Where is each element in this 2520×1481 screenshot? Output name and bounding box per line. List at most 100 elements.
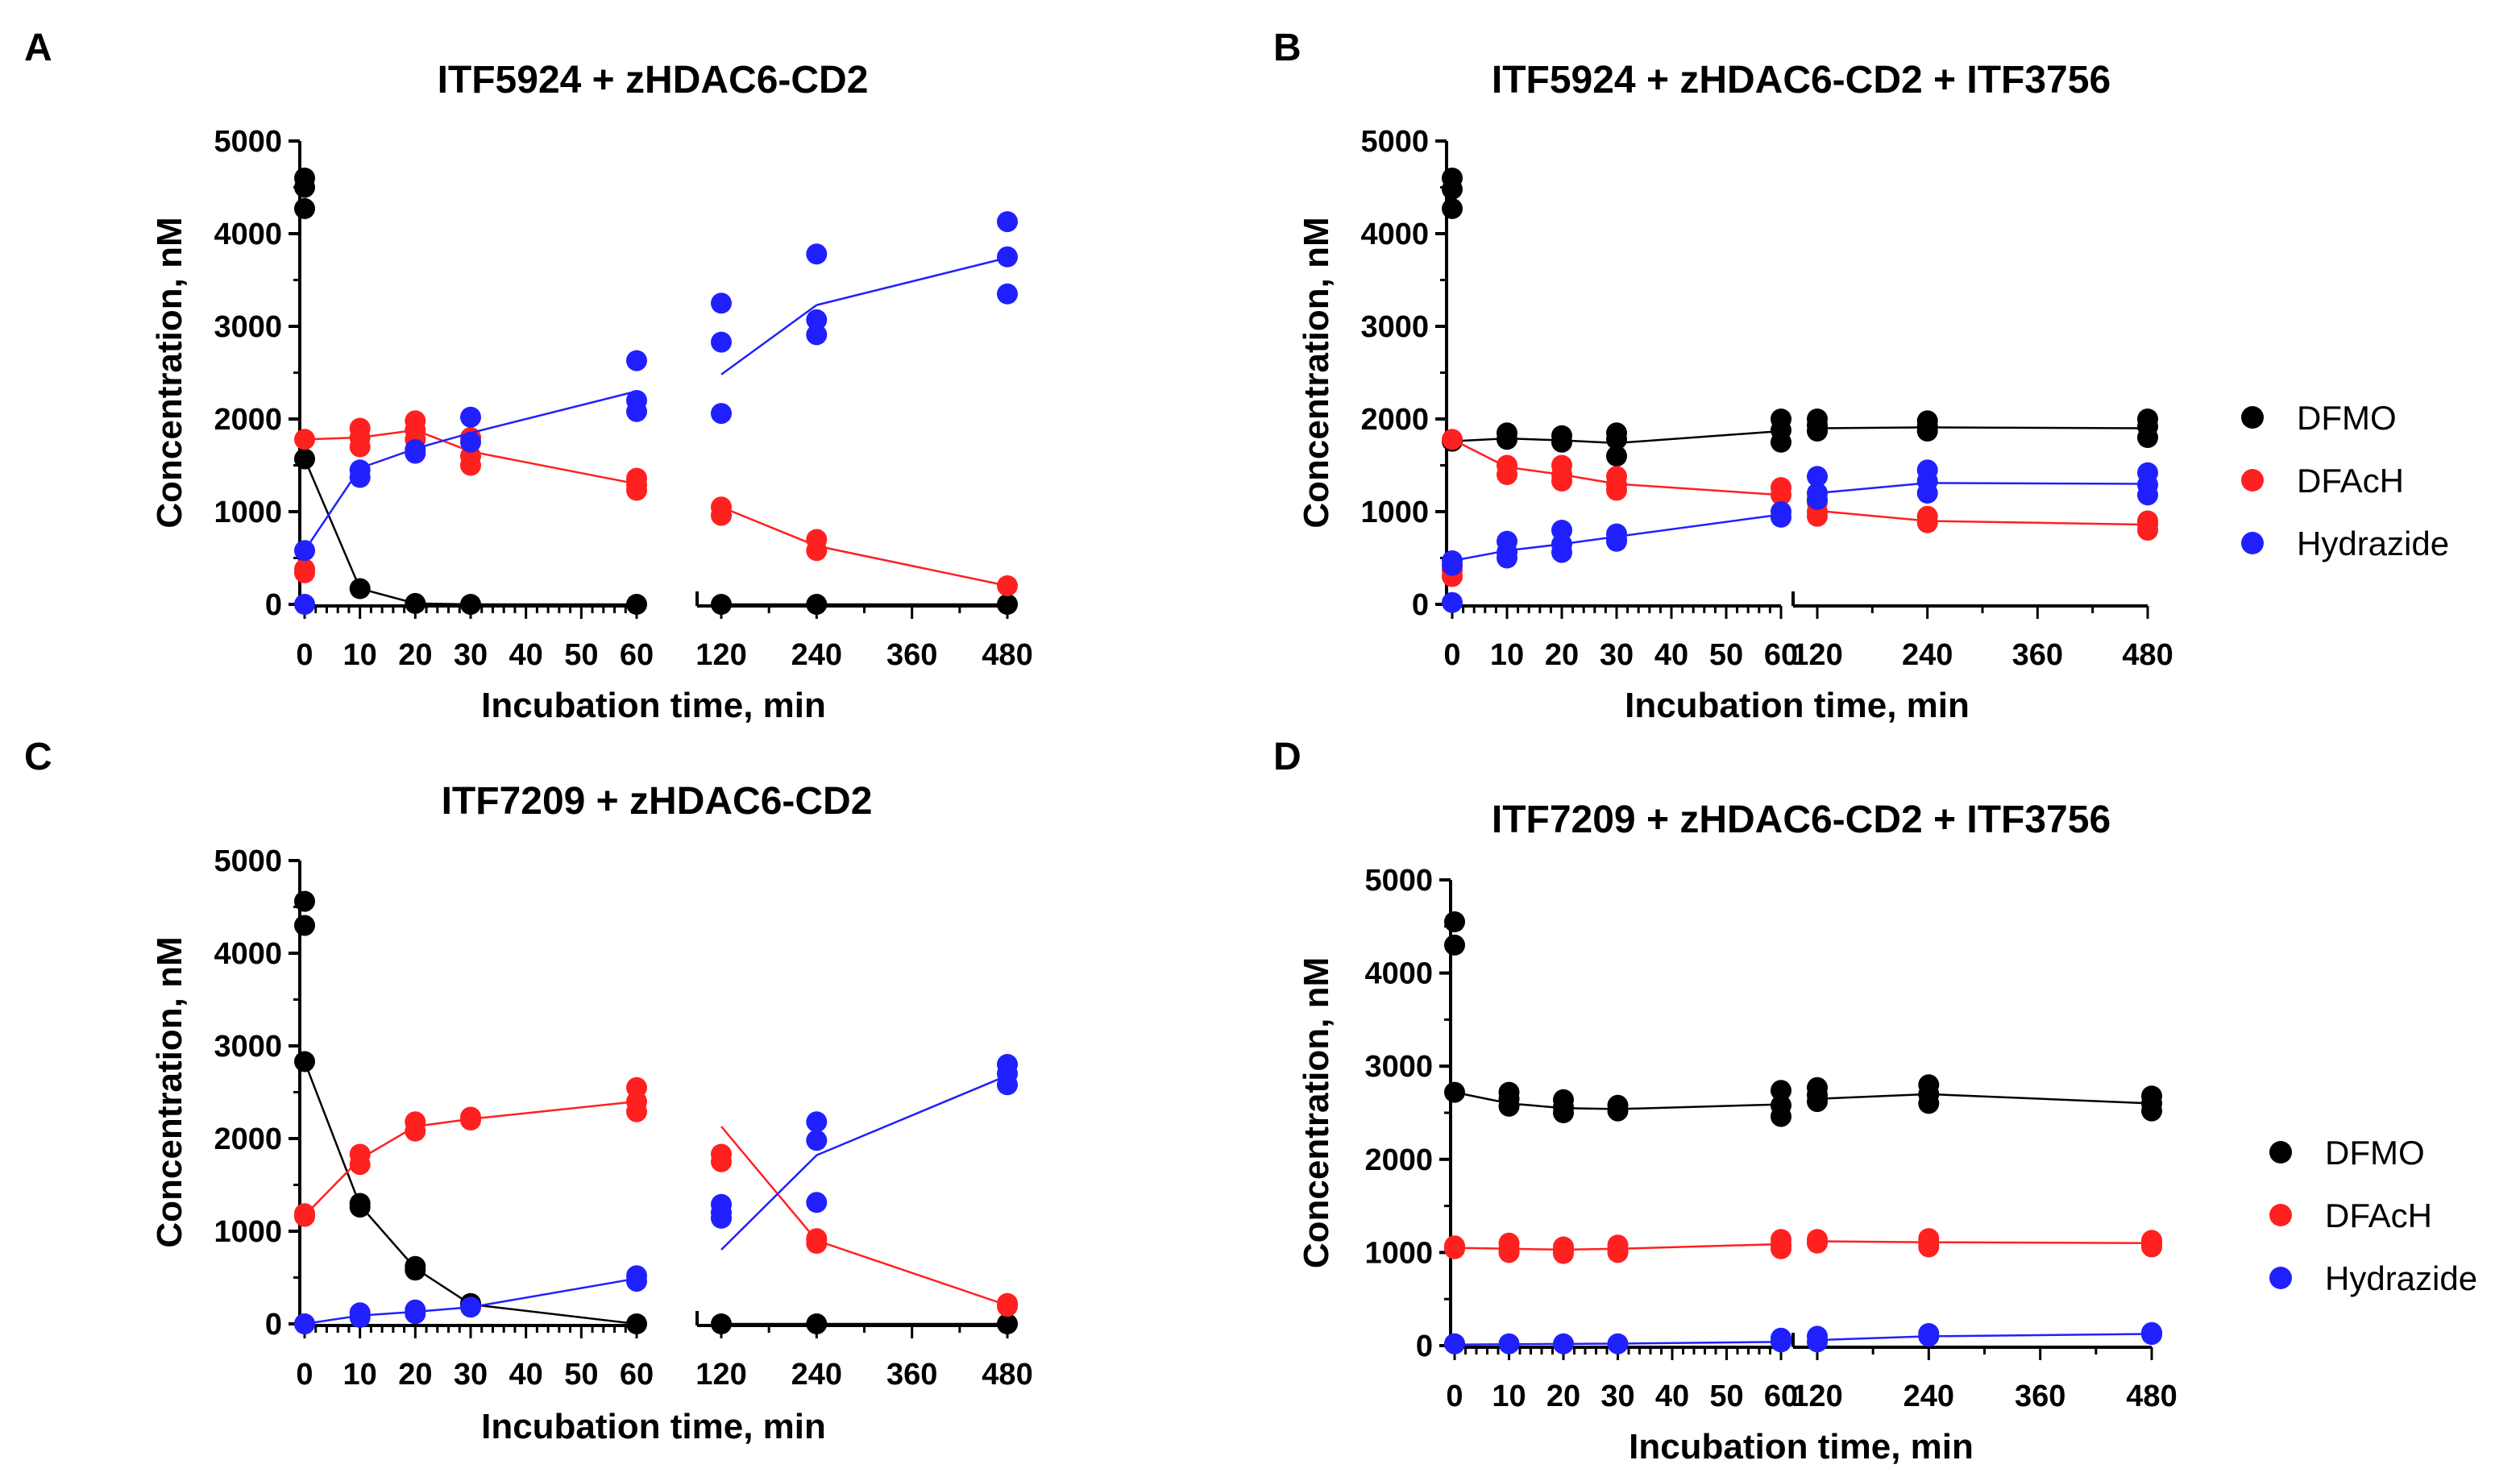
data-point-hydrazide	[711, 292, 732, 314]
y-tick-label: 4000	[1364, 957, 1433, 991]
x-tick-label: 30	[1600, 1379, 1634, 1413]
data-point-dfach	[1807, 1232, 1828, 1254]
data-point-hydrazide	[1553, 1333, 1574, 1354]
data-point-dfmo	[1771, 1080, 1791, 1101]
x-tick-label: 480	[982, 638, 1032, 672]
data-point-dfmo	[349, 578, 371, 599]
data-point-dfmo	[1442, 178, 1463, 200]
data-point-dfach	[1807, 505, 1828, 527]
x-tick-label: 60	[1764, 638, 1798, 672]
x-tick-label: 360	[886, 638, 937, 672]
data-point-dfmo	[349, 1197, 371, 1218]
data-point-hydrazide	[806, 1192, 828, 1213]
series-line-dfmo	[303, 1061, 637, 1325]
data-point-dfmo	[1498, 1095, 1520, 1117]
data-point-hydrazide	[626, 350, 647, 371]
series-line-dfmo	[1816, 1093, 2153, 1105]
data-point-hydrazide	[711, 331, 732, 353]
x-tick-label: 480	[2126, 1379, 2177, 1413]
data-point-dfmo	[1916, 421, 1938, 442]
data-point-hydrazide	[1444, 1333, 1465, 1354]
data-point-hydrazide	[1442, 554, 1463, 576]
data-point-hydrazide	[997, 211, 1018, 233]
x-tick-label: 50	[564, 638, 598, 672]
data-point-hydrazide	[349, 1307, 371, 1328]
y-tick-label: 5000	[214, 844, 282, 878]
data-point-dfmo	[1551, 431, 1572, 453]
data-point-dfach	[349, 436, 371, 458]
series-line-dfach	[720, 1126, 1008, 1307]
series-line-hydrazide	[720, 256, 1008, 375]
data-point-dfach	[2141, 1236, 2162, 1258]
data-point-hydrazide	[1771, 506, 1791, 528]
x-tick-label: 480	[2122, 638, 2173, 672]
y-axis-label: Concentration, nM	[150, 936, 189, 1247]
legend-label: Hydrazide	[2325, 1259, 2477, 1297]
data-point-dfach	[1771, 1238, 1791, 1259]
data-point-hydrazide	[405, 1303, 426, 1325]
x-tick-label: 20	[1546, 1379, 1580, 1413]
data-point-hydrazide	[1607, 1333, 1629, 1354]
data-point-hydrazide	[2141, 1324, 2162, 1346]
series-line-dfmo	[1816, 426, 2148, 429]
x-tick-label: 240	[1902, 638, 1953, 672]
data-point-dfmo	[1807, 421, 1828, 442]
x-tick-label: 50	[1709, 638, 1743, 672]
legend-marker-dfmo	[2241, 406, 2264, 429]
x-axis-label: Incubation time, min	[481, 686, 826, 725]
data-point-hydrazide	[806, 309, 828, 330]
data-point-dfmo	[1807, 1091, 1828, 1113]
data-point-dfach	[1498, 1242, 1520, 1263]
data-point-dfach	[806, 1233, 828, 1254]
chart-title: ITF7209 + zHDAC6-CD2	[442, 780, 873, 823]
chart-title: ITF5924 + zHDAC6-CD2 + ITF3756	[1492, 59, 2111, 102]
x-axis-label: Incubation time, min	[481, 1407, 826, 1446]
data-point-dfach	[294, 1205, 315, 1227]
data-point-dfach	[1918, 1236, 1940, 1258]
data-point-dfmo	[294, 915, 315, 936]
series-line-dfach	[1816, 1240, 2153, 1245]
data-point-dfmo	[806, 1313, 828, 1334]
x-tick-label: 30	[454, 1358, 488, 1392]
data-point-hydrazide	[1551, 541, 1572, 563]
data-point-dfmo	[1607, 1100, 1629, 1122]
data-point-dfmo	[997, 1313, 1018, 1334]
x-tick-label: 10	[1490, 638, 1524, 672]
data-point-dfach	[349, 1154, 371, 1176]
y-tick-label: 0	[265, 588, 282, 622]
y-tick-label: 3000	[1364, 1050, 1433, 1084]
legend-marker-dfach	[2241, 469, 2264, 492]
data-point-hydrazide	[349, 467, 371, 488]
data-point-dfach	[460, 454, 481, 476]
data-point-hydrazide	[711, 1207, 732, 1229]
y-axis-label: Concentration, nM	[150, 217, 189, 528]
x-tick-label: 0	[296, 1358, 313, 1392]
data-point-dfmo	[2141, 1100, 2162, 1122]
data-point-hydrazide	[405, 442, 426, 464]
series-line-hydrazide	[720, 1074, 1008, 1251]
x-tick-label: 40	[1655, 1379, 1689, 1413]
data-point-hydrazide	[1498, 1333, 1520, 1354]
chart-panel-a: A ITF5924 + zHDAC6-CD2 0 1000 2000 3000 4000 50…	[24, 27, 1033, 725]
data-point-dfach	[626, 479, 647, 501]
x-tick-label: 10	[343, 638, 377, 672]
panel-label: C	[24, 736, 52, 778]
panel-label: D	[1273, 736, 1302, 778]
x-tick-label: 60	[620, 638, 654, 672]
data-point-hydrazide	[806, 324, 828, 346]
data-point-dfmo	[1918, 1093, 1940, 1114]
data-point-hydrazide	[1807, 1331, 1828, 1353]
data-point-dfach	[997, 1296, 1018, 1317]
data-point-dfmo	[460, 594, 481, 615]
data-point-dfmo	[294, 197, 315, 219]
legend-label: Hydrazide	[2297, 525, 2449, 562]
data-point-dfmo	[294, 890, 315, 912]
x-tick-label: 240	[791, 638, 842, 672]
x-tick-label: 50	[1709, 1379, 1743, 1413]
data-point-dfach	[1497, 464, 1517, 485]
x-tick-label: 360	[886, 1358, 937, 1392]
data-point-hydrazide	[460, 431, 481, 453]
y-tick-label: 3000	[1360, 310, 1429, 344]
data-point-hydrazide	[460, 1296, 481, 1318]
chart-panel-b: B ITF5924 + zHDAC6-CD2 + ITF3756 0 1000 2000…	[1273, 27, 2449, 725]
